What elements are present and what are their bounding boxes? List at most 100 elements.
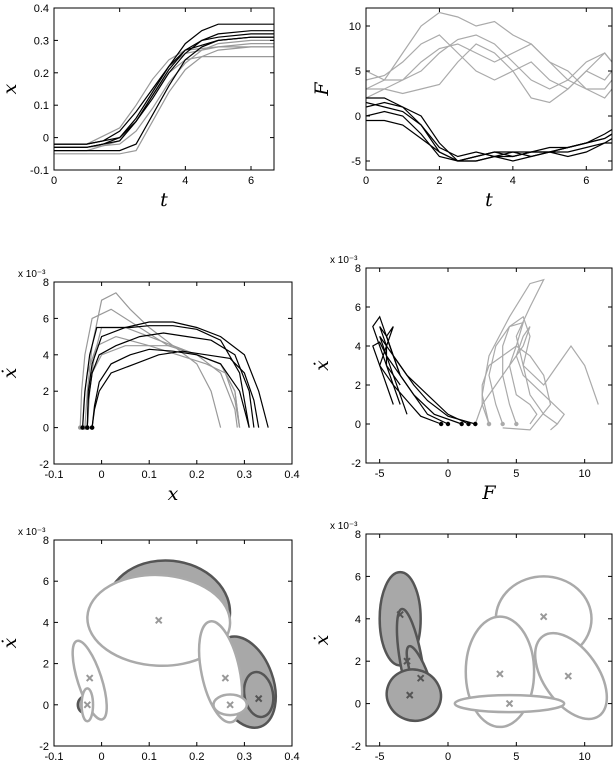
start-point-6	[473, 421, 478, 427]
y-tick-label: 5	[355, 66, 361, 78]
start-point-8	[466, 421, 471, 427]
series-line-5	[54, 23, 274, 148]
y-tick-label: 10	[349, 21, 361, 33]
series-line-5	[86, 321, 269, 428]
x-tick-label: 0	[51, 175, 57, 187]
x-tick-label: 10	[579, 468, 591, 480]
series-line-9	[366, 119, 612, 162]
y-axis-label: ẋ	[311, 634, 333, 645]
y-tick-label: 0	[355, 699, 361, 711]
y-tick-label: 0.1	[34, 100, 49, 112]
axis-multiplier: x 10⁻³	[18, 269, 46, 280]
y-axis-label: ẋ	[0, 367, 21, 378]
axes-frame	[365, 267, 613, 464]
center-mark-2	[83, 701, 92, 709]
start-point-9	[80, 425, 85, 430]
y-tick-label: -2	[39, 459, 49, 471]
y-tick-label: 2	[355, 380, 361, 392]
center-mark-5	[496, 670, 504, 678]
series-line-3	[366, 43, 612, 99]
panel-xdot_vs_x: -0.1 0 0.1 0.2 0.3 0.4 -2 0 2 4 6 8 x ẋ x 10⁻³	[0, 269, 300, 505]
start-point-7	[85, 425, 90, 430]
y-tick-label: 6	[43, 576, 49, 588]
y-tick-label: 4	[355, 614, 361, 626]
start-point-4	[486, 421, 492, 427]
series-line-7	[86, 332, 255, 428]
y-tick-label: 2	[43, 386, 49, 398]
y-tick-label: -2	[351, 741, 361, 753]
y-tick-label: 8	[355, 263, 361, 275]
series-line-7	[379, 335, 449, 425]
center-mark-4	[539, 612, 548, 621]
y-tick-label: 2	[43, 659, 49, 671]
center-mark-0	[396, 610, 404, 619]
panel-xdot_vs_F: -5 0 5 10 -2 0 2 4 6 8 Fẋ x 10⁻³	[311, 255, 613, 504]
y-tick-label: 8	[43, 277, 49, 289]
y-tick-label: 8	[355, 529, 361, 541]
axes-frame	[365, 533, 613, 747]
x-tick-label: 0.4	[284, 469, 299, 481]
x-tick-label: 6	[583, 175, 589, 187]
series-line-1	[86, 326, 238, 428]
y-tick-label: 2	[355, 656, 361, 668]
center-mark-3	[221, 674, 230, 682]
gmm-ellipse-5	[71, 639, 108, 721]
x-tick-label: 0.3	[237, 469, 252, 481]
center-mark-3	[406, 691, 414, 699]
series-line-2	[474, 326, 565, 425]
y-axis-label: ẋ	[0, 637, 21, 648]
x-tick-label: 0	[99, 751, 105, 763]
y-tick-label: 0.4	[34, 3, 49, 15]
series-line-3	[54, 46, 274, 155]
y-tick-label: 8	[43, 535, 49, 547]
x-tick-label: 0	[363, 175, 369, 187]
series-line-9	[82, 325, 250, 428]
x-axis-label: t	[160, 189, 168, 211]
axis-multiplier: x 10⁻³	[330, 255, 358, 266]
x-axis-label: t	[485, 189, 493, 211]
axes-frame	[365, 7, 613, 171]
start-point-3	[514, 421, 519, 427]
x-tick-label: 10	[579, 751, 591, 763]
x-tick-label: 5	[513, 751, 519, 763]
axis-multiplier: x 10⁻³	[330, 521, 358, 532]
series-line-6	[366, 97, 612, 162]
y-tick-label: -5	[351, 156, 361, 168]
center-mark-1	[85, 674, 94, 682]
x-tick-label: -5	[375, 468, 385, 480]
x-tick-label: 6	[248, 175, 254, 187]
series-line-8	[366, 101, 612, 162]
x-tick-label: 0.2	[189, 469, 204, 481]
series-line-1	[54, 46, 274, 145]
axes-frame	[53, 7, 275, 171]
y-axis-label: ẋ	[311, 360, 333, 371]
axes-frame	[53, 539, 293, 747]
center-mark-5	[254, 694, 263, 703]
plot-area	[378, 570, 609, 729]
y-tick-label: 0	[43, 700, 49, 712]
series-line-8	[91, 348, 250, 428]
start-point-9	[438, 421, 444, 427]
series-line-3	[502, 315, 559, 431]
y-tick-label: -2	[39, 741, 49, 753]
y-tick-label: 0	[355, 111, 361, 123]
axes-frame	[53, 281, 293, 465]
series-line-8	[379, 326, 469, 425]
series-line-4	[366, 43, 612, 104]
series-line-7	[54, 33, 274, 148]
plot-area	[54, 23, 274, 155]
start-point-8	[89, 425, 95, 430]
start-point-5	[459, 421, 464, 427]
series-line-2	[366, 34, 612, 99]
series-line-0	[84, 292, 222, 428]
x-tick-label: -5	[375, 751, 385, 763]
x-tick-label: -0.1	[45, 751, 64, 763]
start-point-7	[445, 421, 451, 427]
series-line-9	[372, 341, 442, 425]
x-tick-label: 0	[445, 751, 451, 763]
start-point-1	[500, 421, 505, 427]
center-mark-0	[155, 616, 163, 625]
